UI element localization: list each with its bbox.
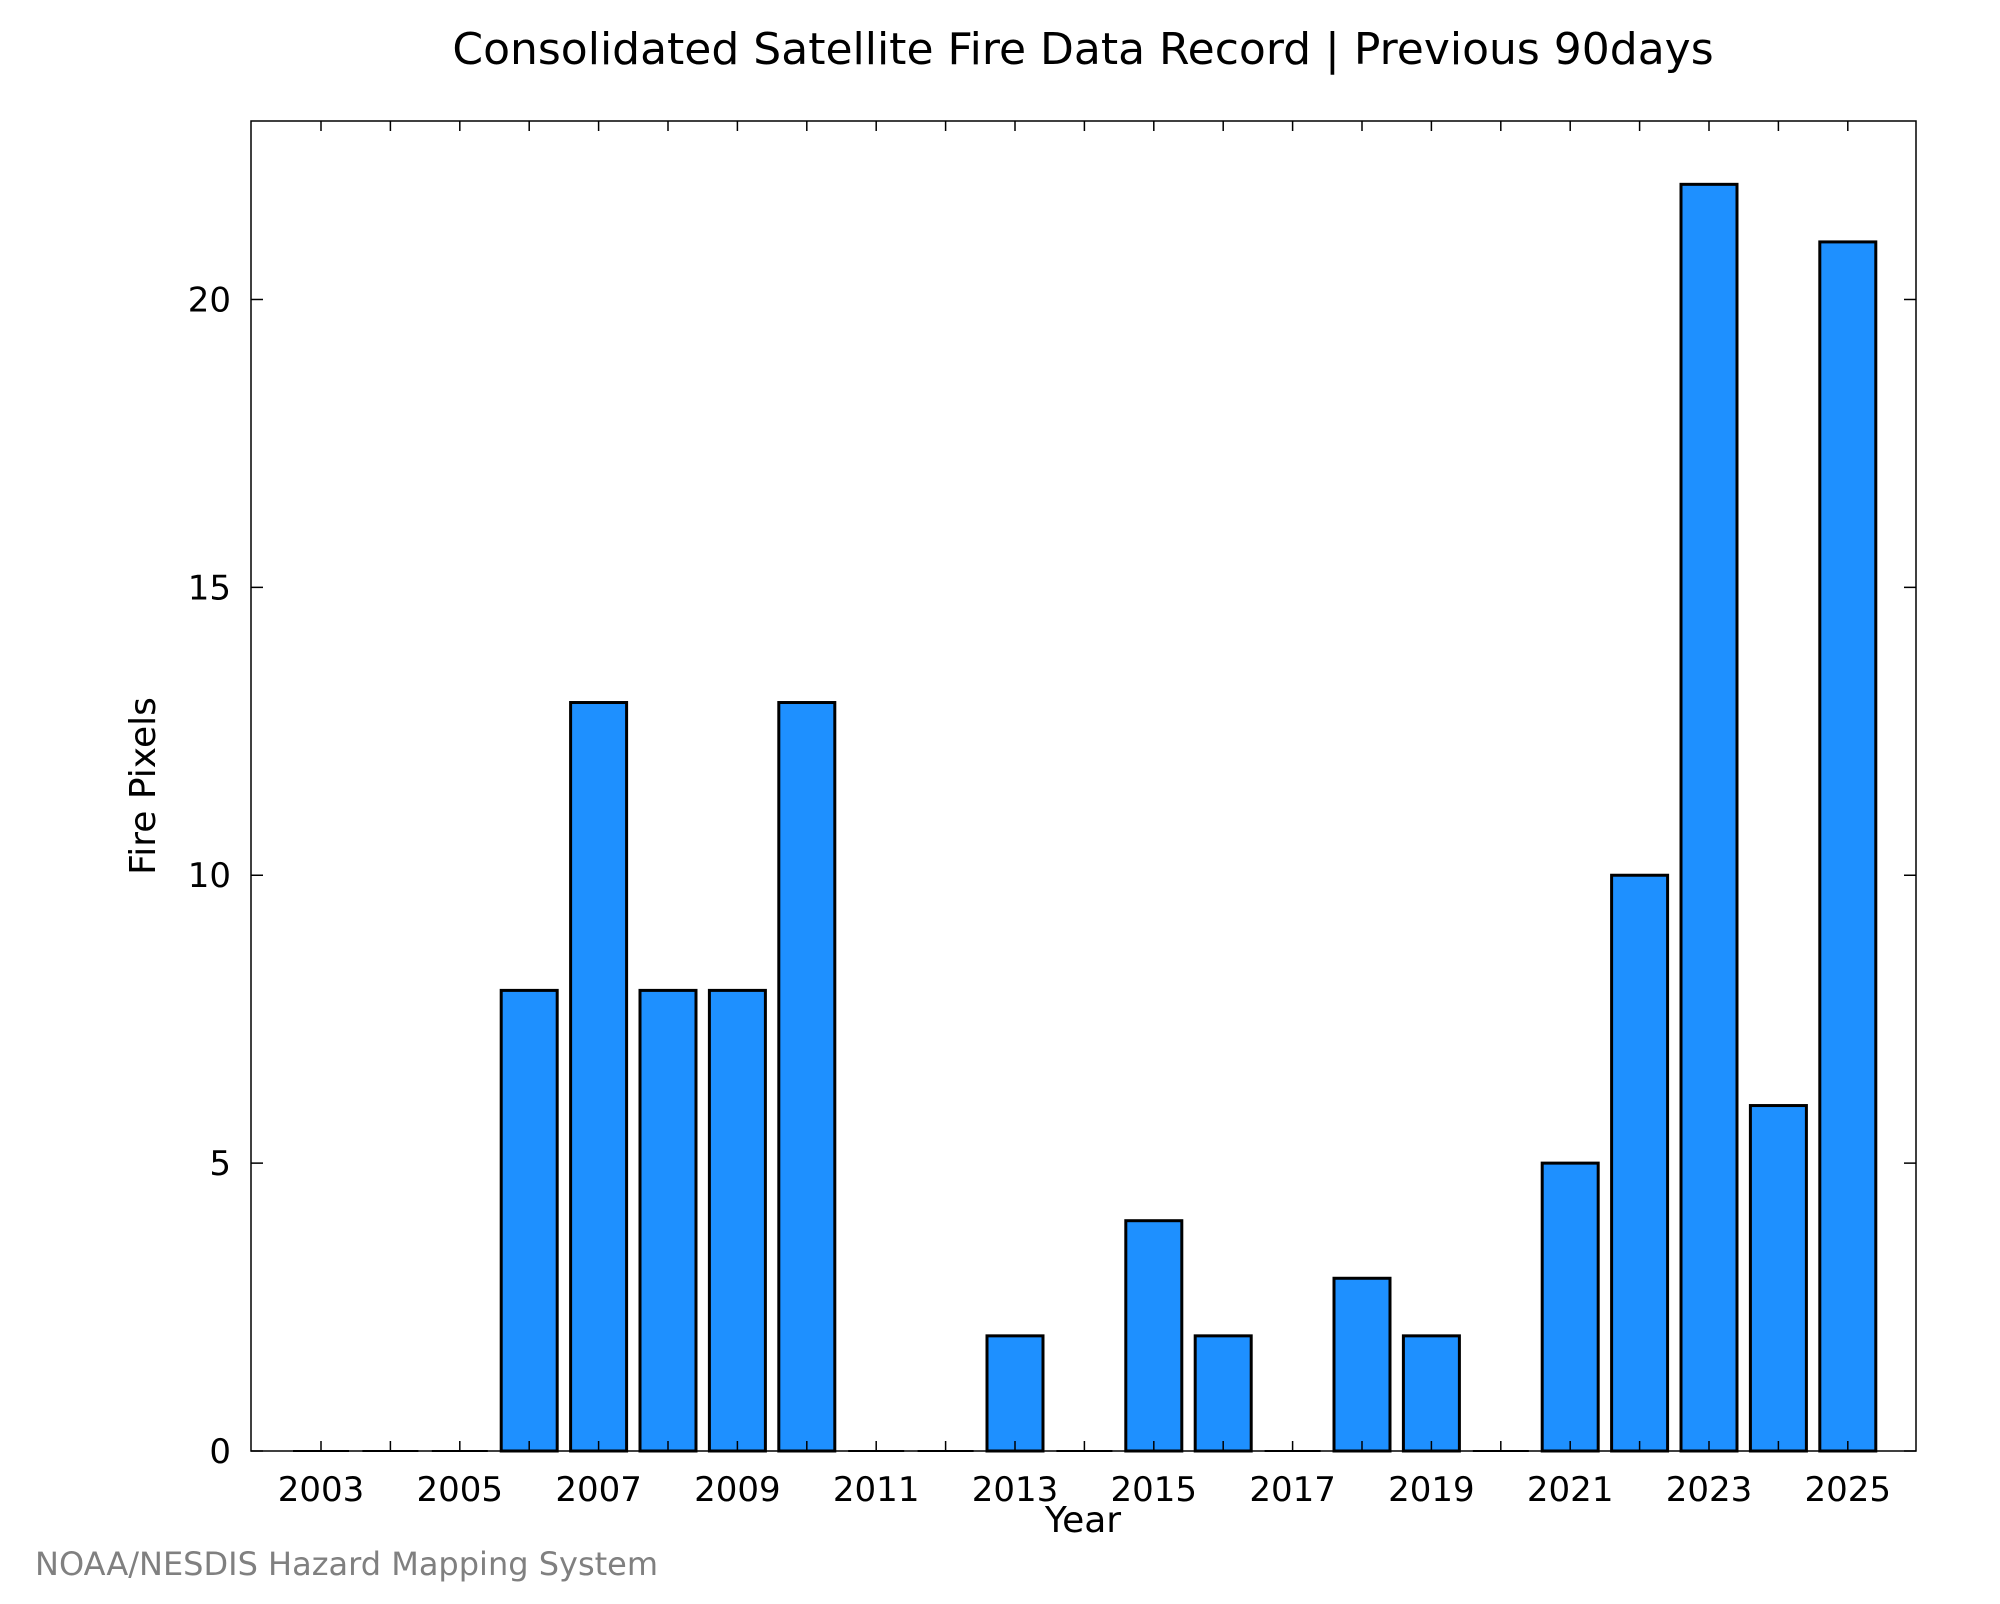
bar-2023 — [1679, 182, 1739, 1453]
bar-2010 — [777, 701, 837, 1453]
bar-2008 — [638, 988, 698, 1453]
bar-2013 — [985, 1334, 1045, 1453]
bar-2019 — [1401, 1334, 1461, 1453]
x-tick-label-2023: 2023 — [1666, 1470, 1753, 1510]
plot-frame — [250, 120, 1917, 1452]
x-tick-label-2003: 2003 — [278, 1470, 365, 1510]
x-tick-label-2015: 2015 — [1111, 1470, 1198, 1510]
ticks-layer: 2003 2005 2007 2009 2011 2013 2015 2017 2019 2021… — [188, 121, 1916, 1510]
y-tick-label-20: 20 — [188, 280, 231, 320]
bar-2015 — [1124, 1219, 1184, 1453]
chart-title: Consolidated Satellite Fire Data Record … — [452, 24, 1713, 75]
x-tick-label-2011: 2011 — [833, 1470, 920, 1510]
x-tick-label-2021: 2021 — [1527, 1470, 1614, 1510]
bar-2007 — [569, 701, 629, 1453]
bar-2025 — [1818, 240, 1878, 1453]
credit-text: NOAA/NESDIS Hazard Mapping System — [35, 1545, 658, 1583]
x-tick-label-2009: 2009 — [694, 1470, 781, 1510]
bar-2006 — [499, 988, 559, 1453]
x-tick-label-2013: 2013 — [972, 1470, 1059, 1510]
x-tick-label-2025: 2025 — [1805, 1470, 1892, 1510]
y-tick-label-15: 15 — [188, 568, 231, 608]
y-axis-label: Fire Pixels — [123, 697, 164, 875]
y-tick-label-0: 0 — [209, 1432, 231, 1472]
bar-2016 — [1193, 1334, 1253, 1453]
bar-2018 — [1332, 1276, 1392, 1453]
bar-2024 — [1748, 1104, 1808, 1453]
bar-2022 — [1610, 873, 1670, 1453]
bar-2009 — [707, 988, 767, 1453]
x-axis-label: Year — [1044, 1500, 1121, 1541]
x-tick-label-2017: 2017 — [1249, 1470, 1336, 1510]
y-tick-label-5: 5 — [209, 1144, 231, 1184]
x-tick-label-2019: 2019 — [1388, 1470, 1475, 1510]
bar-2021 — [1540, 1161, 1600, 1453]
x-tick-label-2007: 2007 — [555, 1470, 642, 1510]
bars-layer — [293, 182, 1878, 1453]
x-tick-label-2005: 2005 — [417, 1470, 504, 1510]
y-tick-label-10: 10 — [188, 856, 231, 896]
